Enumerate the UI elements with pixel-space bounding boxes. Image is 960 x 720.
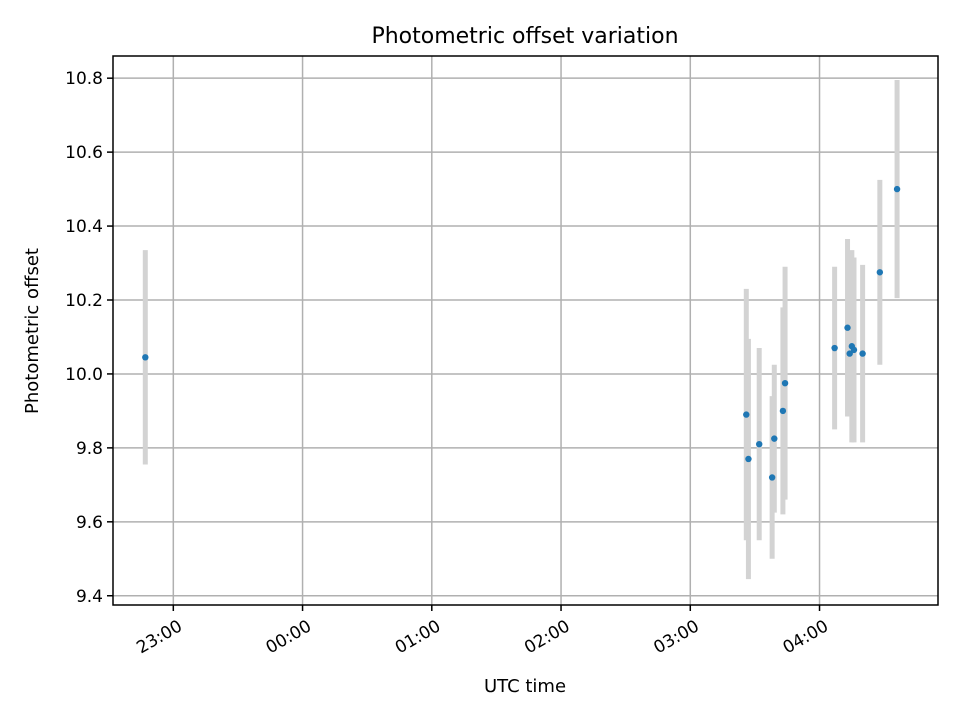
x-tick-label: 01:00 (392, 616, 444, 658)
data-point (771, 435, 778, 442)
x-tick-label: 02:00 (521, 616, 573, 658)
data-point (876, 269, 884, 276)
data-point (859, 350, 866, 357)
y-tick-label: 9.8 (76, 439, 103, 459)
chart-title: Photometric offset variation (371, 24, 678, 49)
data-point (850, 346, 858, 354)
grid-layer (113, 56, 938, 605)
x-tick-label: 23:00 (133, 616, 185, 658)
x-tick-label: 00:00 (263, 616, 315, 658)
data-point (768, 474, 776, 481)
y-axis-ticks: 9.4 9.6 9.8 10.0 10.2 10.4 10.6 10.8 (65, 69, 113, 607)
errorbar-layer (142, 80, 900, 580)
y-tick-label: 9.6 (76, 513, 103, 533)
y-tick-label: 10.4 (65, 217, 103, 237)
x-tick-label: 04:00 (780, 616, 832, 658)
data-point (142, 354, 149, 361)
data-point (846, 350, 853, 357)
y-tick-label: 10.8 (65, 69, 103, 89)
data-point (893, 185, 901, 193)
y-tick-label: 10.0 (65, 365, 103, 385)
data-point (781, 379, 789, 387)
data-point (743, 411, 750, 418)
y-tick-label: 9.4 (76, 587, 103, 607)
data-point (831, 344, 838, 352)
y-tick-label: 10.2 (65, 291, 103, 311)
y-tick-label: 10.6 (65, 143, 103, 163)
x-axis-ticks: 23:00 00:00 01:00 02:00 03:00 04:00 (133, 605, 832, 658)
data-point (756, 440, 763, 448)
plot-frame (112, 55, 939, 606)
data-point (779, 407, 787, 415)
x-tick-label: 03:00 (650, 616, 702, 658)
y-axis-label: Photometric offset (22, 248, 43, 414)
data-point (844, 324, 851, 331)
data-point (745, 455, 752, 463)
x-axis-label: UTC time (484, 676, 566, 697)
point-layer (142, 185, 901, 481)
